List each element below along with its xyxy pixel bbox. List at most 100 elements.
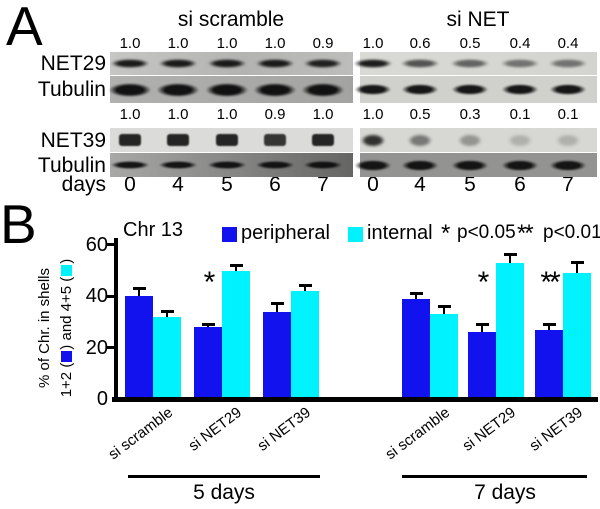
- legend-swatch-internal: [348, 227, 363, 242]
- quant-NET39-scramble-4: 1.0: [312, 106, 334, 123]
- protein-band: [355, 84, 391, 95]
- bar-internal-si-NET29-7-days: [496, 262, 524, 399]
- bar-peripheral-si-scramble-7-days: [402, 298, 430, 399]
- protein-band: [304, 161, 342, 169]
- protein-band: [502, 84, 538, 95]
- quant-NET39-scramble-1: 1.0: [167, 106, 189, 123]
- blot-net39-sinet: [360, 128, 597, 152]
- error-bar-line: [443, 306, 445, 315]
- day-left-1: 4: [172, 173, 184, 196]
- protein-band: [254, 82, 296, 97]
- blot-net29-sinet: [354, 52, 597, 75]
- error-bar-cap: [476, 322, 489, 326]
- error-bar-cap: [202, 322, 215, 326]
- protein-band: [159, 59, 197, 68]
- quant-NET39-sinet-3: 0.1: [509, 106, 531, 123]
- quant-NET39-sinet-0: 1.0: [362, 106, 384, 123]
- quant-NET29-sinet-1: 0.6: [409, 35, 431, 52]
- row-label-tubulin-1: Tubulin: [37, 78, 106, 101]
- error-bar-line: [138, 288, 140, 297]
- error-bar-line: [235, 265, 237, 271]
- protein-band: [208, 161, 246, 169]
- protein-band: [501, 59, 539, 68]
- protein-band: [109, 82, 151, 97]
- y-axis-line: [114, 238, 118, 401]
- protein-band: [206, 82, 248, 97]
- bar-internal-si-NET29-5-days: [222, 270, 250, 399]
- significance-star-4: *: [477, 266, 490, 299]
- bar-peripheral-si-scramble-5-days: [125, 296, 153, 399]
- legend-swatch-peripheral: [222, 227, 237, 242]
- protein-band: [402, 159, 438, 171]
- protein-band: [451, 59, 489, 68]
- error-bar-cap: [230, 263, 243, 267]
- y-axis-label-line1: % of Chr. in shells: [36, 267, 53, 389]
- x-label-si-NET29-1: si NET29: [185, 404, 246, 455]
- panel-b-letter: B: [0, 193, 37, 255]
- blot-tubulin1-scramble: [109, 76, 353, 103]
- protein-band: [256, 161, 294, 169]
- protein-band: [401, 59, 439, 68]
- significance-star-1: *: [203, 266, 216, 299]
- error-bar-cap: [133, 286, 146, 290]
- blot-tubulin2-sinet: [355, 153, 597, 177]
- group-label-7-days: 7 days: [474, 481, 536, 504]
- bar-internal-si-NET39-7-days: [563, 273, 591, 399]
- quant-NET29-sinet-4: 0.4: [557, 35, 579, 52]
- row-label-tubulin-2: Tubulin: [37, 154, 106, 177]
- protein-band: [312, 134, 334, 146]
- sig-note-star-double: **: [517, 220, 534, 247]
- significance-double-star-5: **: [540, 266, 560, 299]
- protein-band: [556, 133, 580, 147]
- quant-NET29-scramble-3: 1.0: [264, 35, 286, 52]
- day-right-3: 6: [514, 173, 526, 196]
- sig-note-text-001: p<0.01: [543, 222, 600, 243]
- error-bar-line: [481, 324, 483, 333]
- quant-NET39-sinet-1: 0.5: [409, 106, 431, 123]
- protein-band: [402, 84, 438, 95]
- row-label-net29: NET29: [40, 52, 106, 75]
- row-label-days: days: [61, 173, 106, 196]
- protein-band: [361, 133, 385, 147]
- error-bar-line: [166, 311, 168, 317]
- protein-band: [304, 59, 342, 68]
- protein-band: [508, 133, 532, 147]
- blot-net29-scramble: [110, 52, 353, 75]
- x-label-si-NET29-4: si NET29: [459, 404, 520, 455]
- day-right-1: 4: [414, 173, 426, 196]
- internal-square-icon: [61, 264, 72, 276]
- protein-band: [302, 82, 344, 97]
- error-bar-line: [207, 324, 209, 328]
- protein-band: [157, 82, 199, 97]
- header-si-scramble: si scramble: [177, 8, 285, 31]
- day-right-4: 7: [562, 173, 574, 196]
- group-line-5-days: [128, 475, 320, 478]
- chart-title: Chr 13: [123, 219, 184, 241]
- protein-band: [550, 159, 586, 171]
- quant-NET39-scramble-2: 1.0: [216, 106, 238, 123]
- quant-NET39-sinet-2: 0.3: [459, 106, 481, 123]
- day-right-0: 0: [367, 173, 379, 196]
- error-bar-cap: [410, 291, 423, 295]
- bar-internal-si-scramble-7-days: [430, 314, 458, 399]
- error-bar-line: [576, 262, 578, 274]
- quant-NET29-scramble-0: 1.0: [119, 35, 141, 52]
- protein-band: [355, 159, 391, 171]
- error-bar-line: [509, 255, 511, 263]
- bar-peripheral-si-NET39-5-days: [263, 311, 291, 399]
- protein-band: [452, 84, 488, 95]
- y-tick-20: [107, 346, 118, 350]
- error-bar-cap: [299, 284, 312, 288]
- protein-band: [119, 134, 141, 146]
- protein-band: [167, 134, 189, 146]
- protein-band: [256, 59, 294, 68]
- day-left-0: 0: [124, 173, 136, 196]
- protein-band: [458, 133, 482, 147]
- error-bar-cap: [504, 253, 517, 257]
- x-label-si-scramble-3: si scramble: [382, 404, 454, 464]
- quant-NET29-sinet-2: 0.5: [459, 35, 481, 52]
- y-axis-label-line2-post: ): [58, 258, 75, 264]
- quant-NET39-scramble-0: 1.0: [119, 106, 141, 123]
- protein-band: [111, 59, 149, 68]
